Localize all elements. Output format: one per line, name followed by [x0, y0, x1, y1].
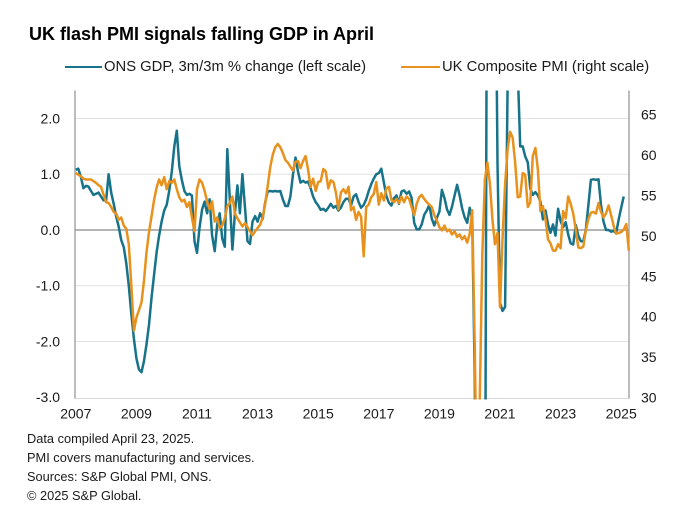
- svg-text:2013: 2013: [242, 406, 273, 422]
- svg-text:2007: 2007: [60, 406, 91, 422]
- svg-text:2025: 2025: [606, 406, 637, 422]
- svg-text:2023: 2023: [545, 406, 576, 422]
- svg-text:2021: 2021: [484, 406, 515, 422]
- svg-text:-2.0: -2.0: [36, 333, 60, 349]
- svg-text:50: 50: [641, 228, 657, 244]
- svg-text:-3.0: -3.0: [36, 389, 60, 405]
- svg-text:2019: 2019: [424, 406, 455, 422]
- svg-text:60: 60: [641, 147, 657, 163]
- svg-text:35: 35: [641, 349, 657, 365]
- svg-text:30: 30: [641, 390, 657, 406]
- svg-text:65: 65: [641, 107, 657, 123]
- svg-text:2009: 2009: [121, 406, 152, 422]
- svg-text:0.0: 0.0: [41, 222, 61, 238]
- svg-text:2017: 2017: [363, 406, 394, 422]
- svg-text:55: 55: [641, 188, 657, 204]
- svg-text:2015: 2015: [303, 406, 334, 422]
- svg-text:45: 45: [641, 268, 657, 284]
- svg-text:40: 40: [641, 309, 657, 325]
- svg-text:1.0: 1.0: [41, 166, 61, 182]
- svg-text:2.0: 2.0: [41, 110, 61, 126]
- svg-text:2011: 2011: [182, 406, 212, 422]
- svg-text:-1.0: -1.0: [36, 278, 60, 294]
